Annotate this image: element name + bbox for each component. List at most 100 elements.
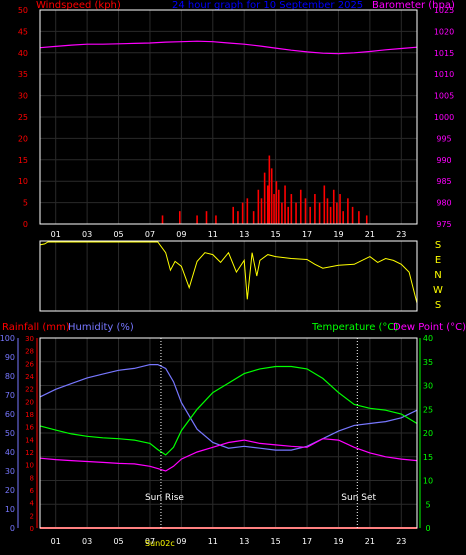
humidity-tick-label: 10 xyxy=(5,505,15,514)
x-tick-label: 01 xyxy=(51,537,61,546)
top-chart-frame xyxy=(39,9,418,225)
humidity-tick-label: 90 xyxy=(5,353,15,362)
page-title: 24 hour graph for 10 September 2025 xyxy=(172,0,363,11)
humidity-tick-label: 20 xyxy=(5,486,15,495)
windspeed-tick-label: 15 xyxy=(18,156,28,165)
barometer-tick-label: 980 xyxy=(436,199,451,208)
temperature-tick-label: 5 xyxy=(425,500,430,509)
rainfall-tick-label: 4 xyxy=(30,500,35,508)
rainfall-tick-label: 2 xyxy=(30,512,34,520)
x-tick-label: 13 xyxy=(239,230,249,239)
rainfall-axis-label: Rainfall (mm) xyxy=(2,322,70,333)
x-tick-label: 21 xyxy=(365,537,375,546)
rainfall-tick-label: 26 xyxy=(25,360,34,368)
sunrise-label: Sun Rise xyxy=(145,493,184,503)
direction-chart-grid xyxy=(55,241,402,311)
humidity-line xyxy=(39,364,418,451)
x-tick-label: 21 xyxy=(365,230,375,239)
barometer-tick-label: 1020 xyxy=(434,27,454,36)
compass-letter: S xyxy=(435,240,441,251)
rainfall-tick-label: 20 xyxy=(25,398,34,406)
x-tick-label: 07 xyxy=(145,230,155,239)
top-chart-grid xyxy=(40,9,417,225)
x-tick-label: 09 xyxy=(176,537,186,546)
x-tick-label: 23 xyxy=(396,230,406,239)
rainfall-tick-label: 16 xyxy=(25,424,34,432)
rainfall-tick-label: 24 xyxy=(25,373,34,381)
barometer-tick-label: 1000 xyxy=(434,113,454,122)
x-tick-label: 01 xyxy=(51,230,61,239)
x-tick-label: 23 xyxy=(396,537,406,546)
barometer-tick-label: 985 xyxy=(436,177,451,186)
bottom-chart-series xyxy=(39,364,418,529)
humidity-tick-label: 30 xyxy=(5,467,15,476)
humidity-tick-label: 40 xyxy=(5,448,15,457)
x-tick-label: 17 xyxy=(302,230,312,239)
rainfall-tick-label: 6 xyxy=(30,487,35,495)
x-tick-label: 17 xyxy=(302,537,312,546)
barometer-tick-label: 1025 xyxy=(434,6,454,15)
x-tick-label: 03 xyxy=(82,230,92,239)
temperature-axis-label: Temperature (°C) xyxy=(311,322,398,333)
x-tick-label: 13 xyxy=(239,537,249,546)
barometer-tick-label: 1010 xyxy=(434,70,454,79)
barometer-tick-label: 990 xyxy=(436,156,451,165)
humidity-axis-label: Humidity (%) xyxy=(68,322,134,333)
temperature-tick-label: 0 xyxy=(425,524,430,533)
x-tick-label: 15 xyxy=(271,230,281,239)
temperature-line xyxy=(39,365,418,456)
x-tick-label: 15 xyxy=(271,537,281,546)
x-tick-label: 11 xyxy=(208,537,218,546)
rainfall-tick-label: 22 xyxy=(25,386,34,394)
dewpoint-axis-label: Dew Point (°C) xyxy=(393,322,466,333)
temperature-tick-label: 30 xyxy=(423,382,433,391)
x-tick-label: 03 xyxy=(82,537,92,546)
windspeed-tick-label: 45 xyxy=(18,27,28,36)
rainfall-tick-label: 14 xyxy=(25,436,34,444)
rainfall-tick-label: 28 xyxy=(25,348,34,356)
compass-letter: E xyxy=(435,255,441,266)
temperature-tick-label: 40 xyxy=(423,334,433,343)
barometer-axis: 975 980 985 990 995 1000 1005 1010 1015 1020 1025 xyxy=(434,6,454,229)
barometer-series xyxy=(39,40,418,55)
compass-letter: N xyxy=(434,270,441,281)
windspeed-series xyxy=(161,155,368,224)
humidity-tick-label: 100 xyxy=(0,334,15,343)
windspeed-tick-label: 40 xyxy=(18,49,28,58)
temperature-tick-label: 25 xyxy=(423,405,433,414)
sunrise-time-label: Sun02c xyxy=(145,539,175,548)
rainfall-tick-label: 8 xyxy=(30,474,34,482)
windspeed-tick-label: 30 xyxy=(18,92,28,101)
barometer-tick-label: 995 xyxy=(436,134,451,143)
rainfall-tick-label: 10 xyxy=(25,462,34,470)
barometer-tick-label: 975 xyxy=(436,220,451,229)
windspeed-tick-label: 5 xyxy=(23,199,28,208)
temperature-tick-label: 15 xyxy=(423,453,433,462)
temperature-tick-label: 20 xyxy=(423,429,433,438)
top-x-tick-labels: 01 03 05 07 09 11 13 15 17 19 21 23 xyxy=(51,230,407,239)
windspeed-tick-label: 25 xyxy=(18,113,28,122)
humidity-tick-label: 0 xyxy=(10,524,15,533)
windspeed-axis: 0 5 10 15 20 25 30 35 40 45 50 xyxy=(18,6,28,229)
humidity-tick-label: 60 xyxy=(5,410,15,419)
direction-line xyxy=(39,241,418,304)
compass-letter: W xyxy=(433,285,443,296)
windspeed-tick-label: 35 xyxy=(18,70,28,79)
direction-chart-frame xyxy=(39,240,418,312)
temperature-tick-label: 10 xyxy=(423,477,433,486)
sunset-label: Sun Set xyxy=(341,493,376,503)
x-tick-label: 05 xyxy=(113,537,123,546)
windspeed-tick-label: 10 xyxy=(18,177,28,186)
compass-letter: S xyxy=(435,300,441,311)
humidity-tick-label: 80 xyxy=(5,372,15,381)
x-tick-label: 09 xyxy=(176,230,186,239)
windspeed-tick-label: 20 xyxy=(18,134,28,143)
bottom-chart-frame xyxy=(39,337,418,529)
bottom-chart-axes: 0102030405060708090100024681012141618202… xyxy=(0,334,433,533)
x-tick-label: 19 xyxy=(333,230,343,239)
dewpoint-line xyxy=(39,438,418,472)
x-tick-label: 19 xyxy=(333,537,343,546)
rainfall-tick-label: 30 xyxy=(25,335,34,343)
